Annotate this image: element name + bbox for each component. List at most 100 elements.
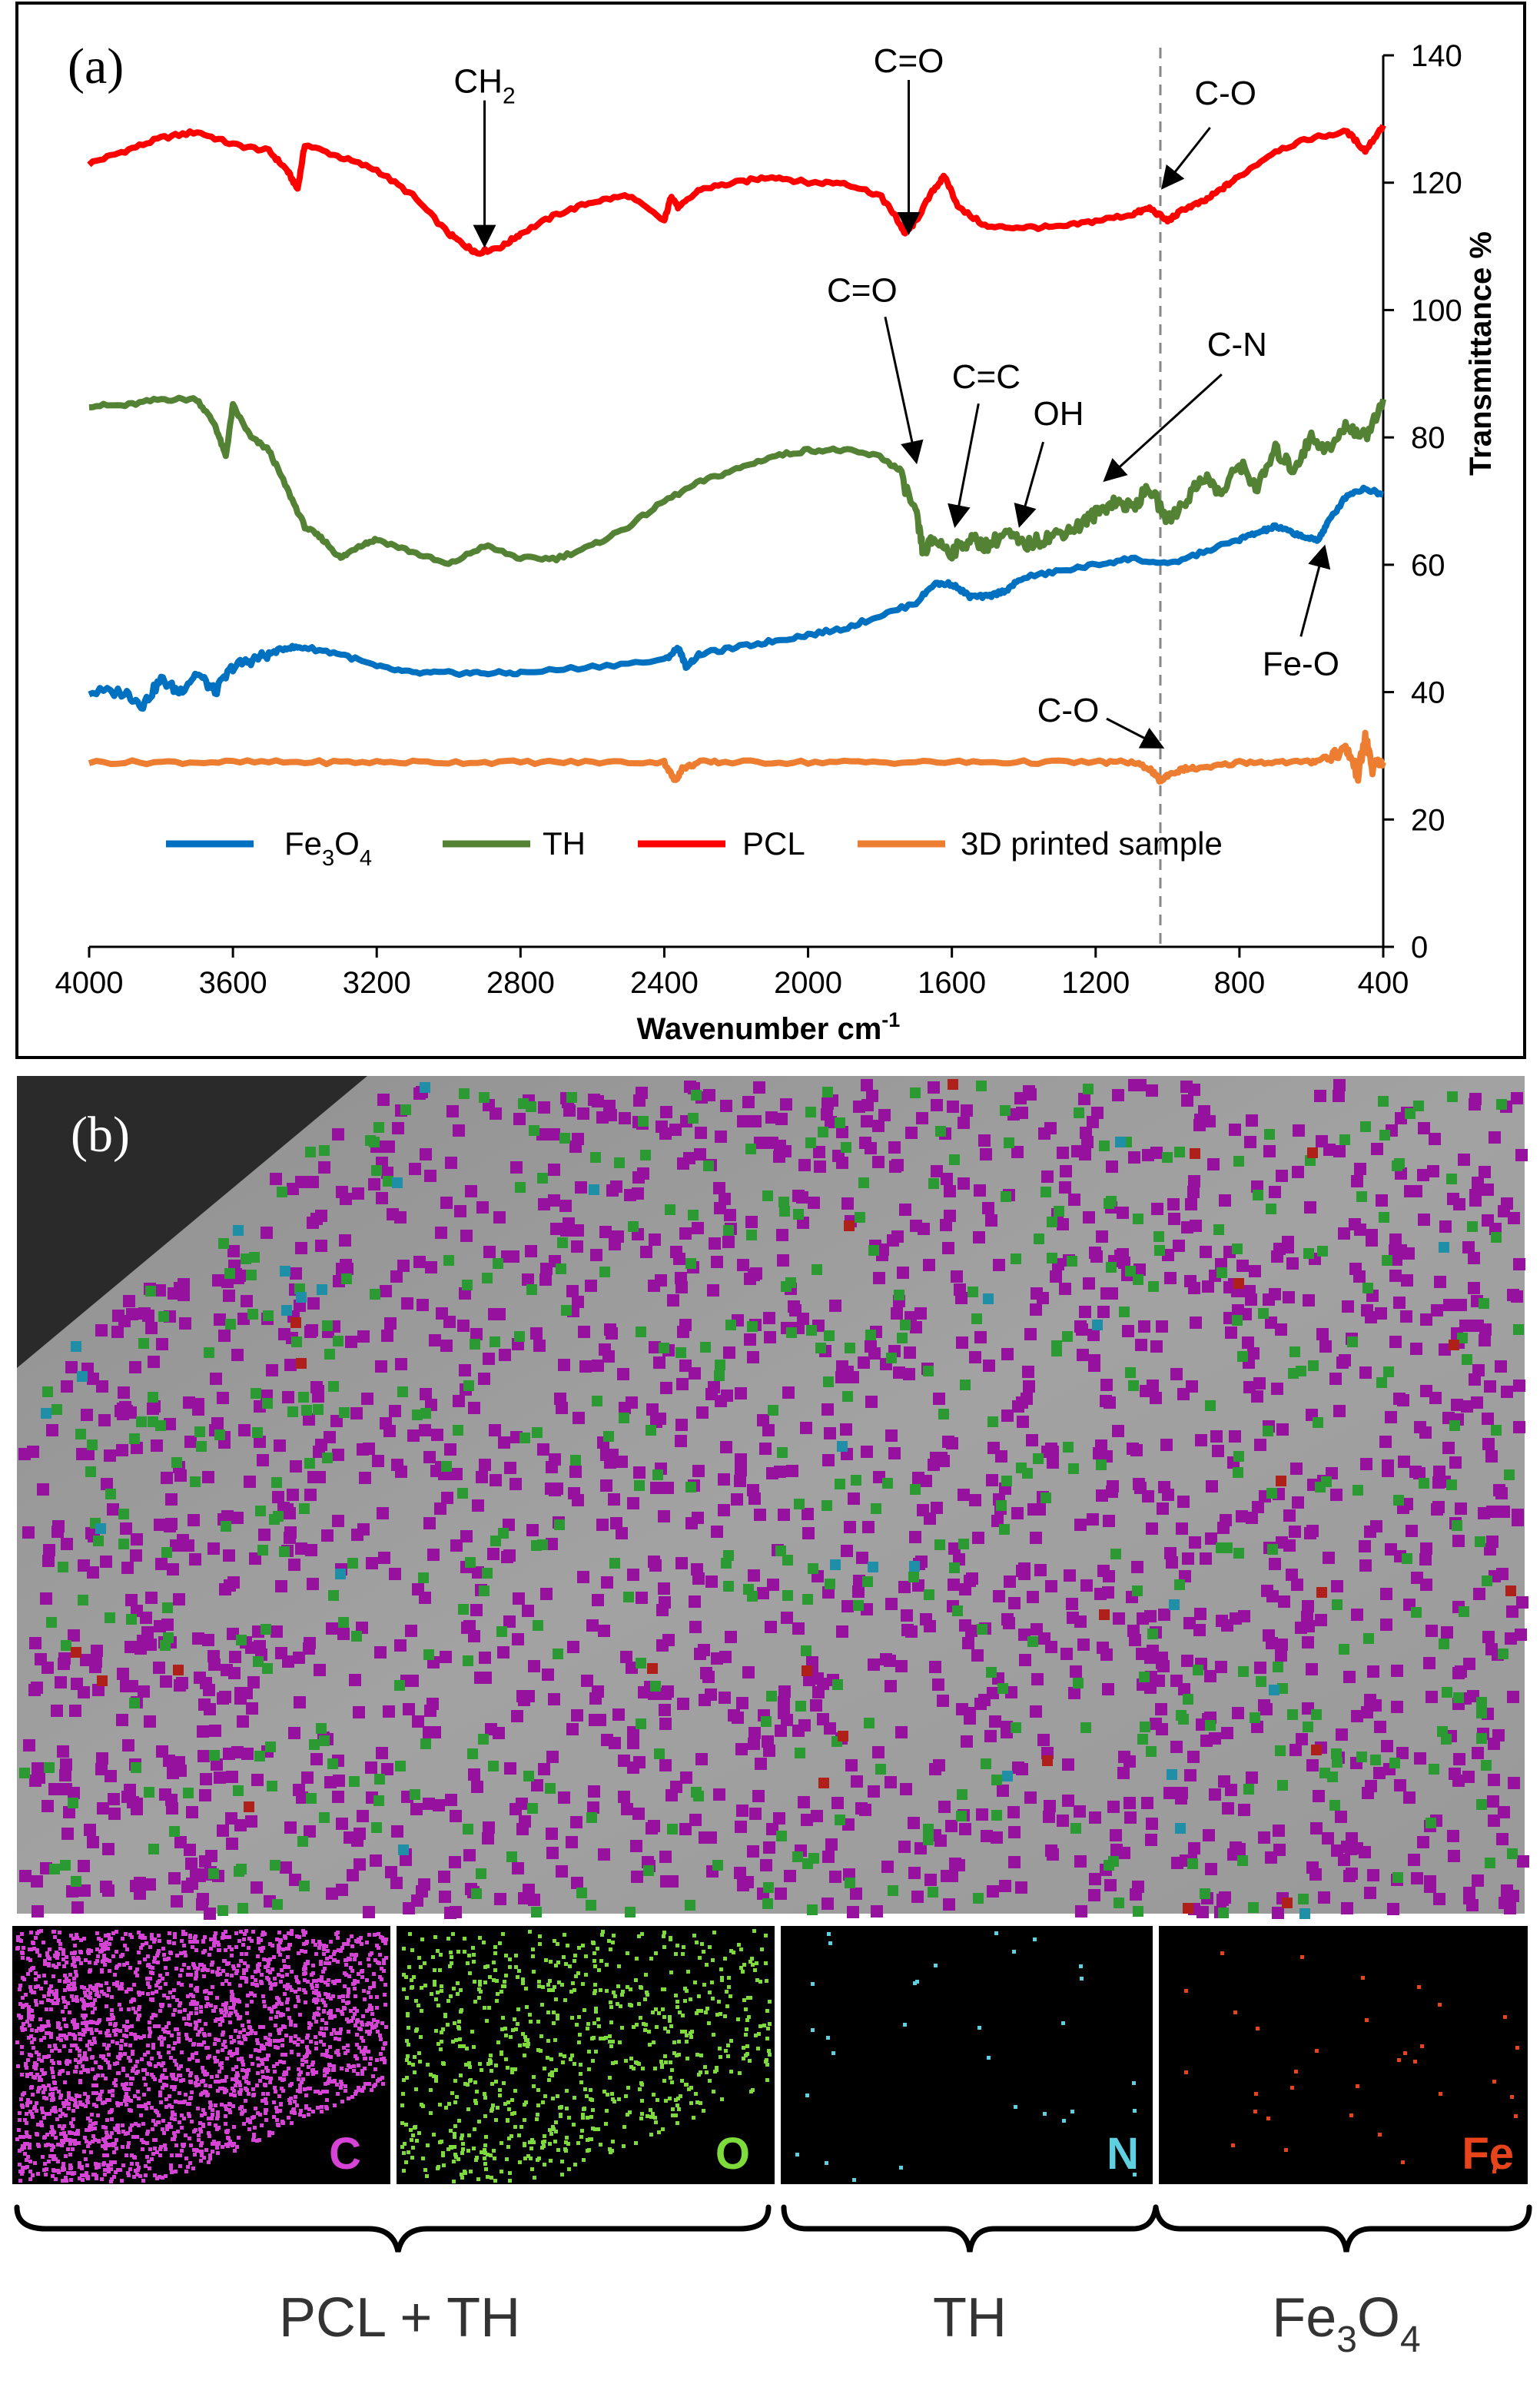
overlay-dot-c	[1269, 1558, 1281, 1570]
overlay-dot-o	[465, 1557, 476, 1568]
element-dot	[684, 2083, 688, 2087]
element-dot	[151, 2075, 155, 2079]
element-dot	[151, 2046, 155, 2050]
overlay-dot-c	[821, 1403, 834, 1416]
element-dot	[380, 2076, 384, 2080]
element-dot	[95, 2021, 99, 2025]
element-dot	[50, 2109, 54, 2113]
element-dot	[353, 1994, 357, 1998]
overlay-dot-c	[556, 1865, 568, 1878]
overlay-dot-c	[91, 1645, 103, 1657]
element-dot	[332, 1952, 336, 1956]
overlay-dot-c	[735, 1821, 747, 1833]
overlay-dot-c	[1419, 1426, 1432, 1439]
element-dot	[203, 1990, 207, 1994]
overlay-dot-c	[1289, 1744, 1302, 1756]
legend-o-sub: 4	[360, 846, 372, 871]
element-dot	[316, 2090, 320, 2093]
overlay-dot-c	[763, 1312, 775, 1324]
overlay-dot-c	[1322, 1832, 1334, 1844]
element-dot	[227, 1935, 231, 1939]
overlay-dot-c	[759, 1443, 772, 1455]
overlay-dot-c	[32, 1905, 44, 1917]
element-dot	[188, 2114, 191, 2118]
overlay-dot-c	[633, 1466, 646, 1479]
overlay-dot-o	[526, 1284, 537, 1295]
element-dot	[326, 1949, 330, 1953]
element-dot	[144, 1941, 148, 1945]
element-dot	[88, 2141, 91, 2145]
element-dot	[577, 2015, 581, 2019]
element-dot	[46, 2020, 50, 2024]
element-dot	[36, 2123, 40, 2127]
overlay-dot-c	[537, 1443, 549, 1456]
element-dot	[117, 2071, 121, 2075]
overlay-dot-c	[1057, 1815, 1069, 1827]
element-dot	[290, 1988, 294, 1992]
element-dot	[193, 1936, 197, 1940]
element-dot	[93, 2007, 97, 2010]
overlay-dot-c	[108, 1808, 121, 1820]
overlay-dot-c	[986, 1474, 998, 1486]
element-dot	[327, 1961, 331, 1965]
element-dot	[51, 2075, 55, 2079]
element-dot	[213, 2056, 217, 2060]
element-dot	[314, 2035, 317, 2039]
element-dot	[61, 2140, 65, 2144]
overlay-dot-c	[494, 1893, 506, 1905]
overlay-dot-c	[184, 1436, 197, 1448]
element-dot	[40, 2024, 44, 2028]
overlay-dot-o	[1392, 1160, 1402, 1171]
element-dot	[80, 2057, 84, 2061]
overlay-dot-c	[749, 1115, 762, 1127]
overlay-dot-c	[1062, 1758, 1074, 1771]
element-dot	[304, 1931, 307, 1934]
overlay-dot-c	[798, 1719, 811, 1732]
overlay-dot-o	[160, 1640, 171, 1651]
overlay-dot-o	[313, 1404, 324, 1415]
element-dot	[322, 2009, 326, 2013]
overlay-dot-o	[1114, 1898, 1124, 1908]
element-dot	[301, 1929, 305, 1933]
overlay-dot-c	[1513, 1421, 1525, 1433]
element-dot	[224, 2122, 227, 2126]
overlay-dot-c	[284, 1359, 297, 1371]
overlay-dot-c	[878, 1109, 891, 1121]
element-dot	[263, 2004, 267, 2008]
overlay-dot-o	[1187, 1858, 1198, 1869]
element-dot	[158, 1979, 161, 1983]
overlay-dot-c	[872, 1156, 885, 1168]
overlay-dot-o	[987, 1416, 998, 1427]
overlay-dot-c	[1371, 1143, 1383, 1155]
overlay-dot-c	[1200, 1552, 1212, 1565]
element-dot	[32, 2037, 36, 2041]
overlay-dot-o	[136, 1416, 147, 1427]
element-dot	[347, 2030, 350, 2034]
overlay-dot-c	[497, 1646, 509, 1659]
element-dot	[289, 2020, 293, 2024]
element-dot	[344, 2051, 347, 2055]
element-dot	[216, 2110, 220, 2114]
element-dot	[68, 2032, 71, 2036]
element-dot	[145, 2141, 149, 2145]
overlay-dot-c	[689, 1814, 702, 1826]
element-dot	[216, 1941, 220, 1944]
overlay-dot-c	[332, 1791, 344, 1803]
element-dot	[202, 2040, 206, 2044]
overlay-dot-c	[974, 1331, 987, 1343]
overlay-dot-c	[229, 1651, 241, 1663]
element-dot	[381, 2047, 385, 2050]
element-dot	[278, 2109, 282, 2113]
element-dot	[206, 2046, 210, 2050]
overlay-dot-c	[872, 1746, 885, 1758]
overlay-dot-c	[548, 1164, 560, 1176]
overlay-dot-c	[891, 1230, 904, 1243]
element-dot	[191, 2053, 194, 2057]
element-dot	[209, 1947, 213, 1951]
overlay-dot-c	[41, 1800, 54, 1812]
element-dot	[192, 2002, 196, 2006]
overlay-dot-c	[518, 1892, 530, 1904]
element-dot	[22, 2022, 25, 2026]
element-dot	[150, 1937, 154, 1941]
overlay-dot-fe	[1449, 1340, 1459, 1350]
